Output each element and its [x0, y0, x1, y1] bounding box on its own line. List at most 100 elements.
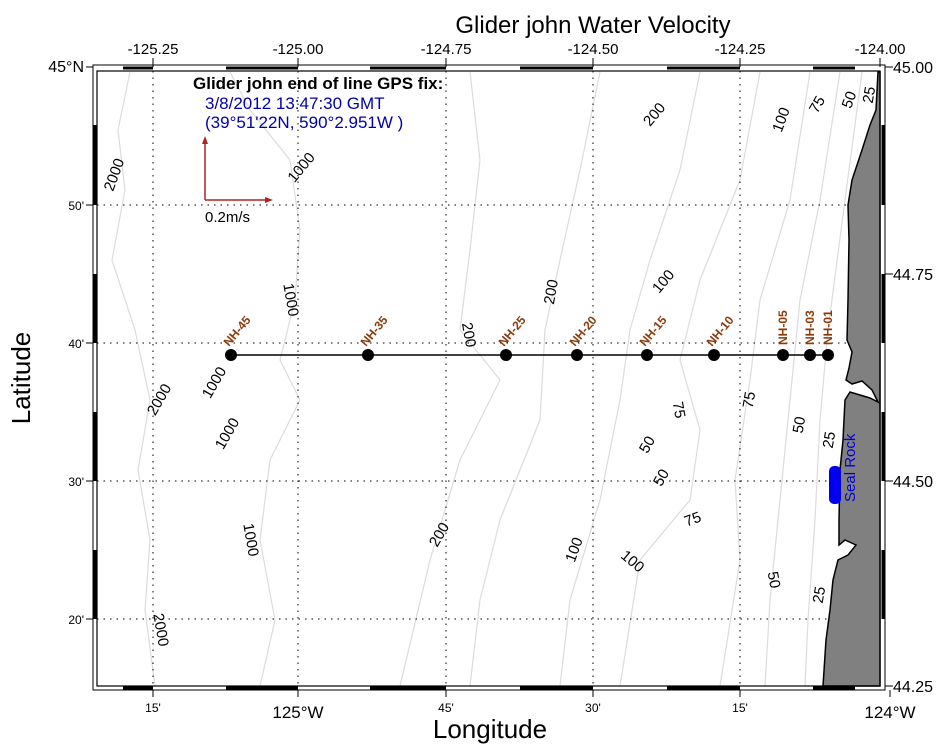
contour-label: 50	[636, 433, 659, 456]
station-marker	[641, 349, 653, 361]
station-marker	[500, 349, 512, 361]
contour-label: 1000	[212, 415, 243, 452]
contour-label: 100	[649, 267, 678, 297]
station-label: NH-03	[803, 310, 817, 345]
contour-label: 2000	[144, 381, 175, 418]
right-tick-label: 44.50	[893, 474, 933, 491]
bottom-tick-label: 125°W	[272, 703, 323, 722]
contour-label: 75	[669, 400, 689, 419]
gps-fix-heading: Glider john end of line GPS fix:	[193, 74, 443, 93]
bathymetry-contours	[111, 71, 863, 687]
inner-frame	[96, 70, 881, 687]
contour-label: 1000	[199, 364, 230, 401]
gps-fix-annotation: Glider john end of line GPS fix: 3/8/201…	[193, 74, 443, 132]
station-label: NH-25	[496, 313, 529, 349]
left-tick-label: 40'	[68, 337, 84, 351]
contour-labels: 2000 1000 1000 200 200 100 75 75 50 50 75 100 100 200…	[101, 85, 879, 648]
contour-label: 25	[810, 585, 830, 604]
right-tick-label: 44.75	[893, 267, 933, 284]
stations: NH-45 NH-35 NH-25 NH-20 NH-15 NH-10 NH-05 NH-03…	[221, 310, 835, 361]
contour-label: 2000	[101, 156, 128, 193]
contour-label: 1000	[239, 522, 262, 558]
bottom-tick-label: 30'	[585, 701, 601, 715]
outer-frame	[92, 64, 886, 691]
station-marker	[362, 349, 374, 361]
contour-label: 25	[860, 85, 880, 104]
contour-label: 1000	[279, 282, 302, 318]
top-tick-label: -125.25	[128, 41, 179, 58]
station-marker	[804, 349, 816, 361]
depth-contour	[764, 71, 841, 687]
contour-label: 75	[682, 509, 703, 531]
contour-label: 50	[790, 415, 810, 434]
station-marker	[822, 349, 834, 361]
left-tick-label: 50'	[68, 199, 84, 213]
contour-label: 200	[426, 520, 453, 550]
left-tick-label: 45°N	[48, 59, 84, 76]
axis-ticks: -125.25 -125.00 -124.75 -124.50 -124.25 -124.…	[48, 41, 933, 722]
contour-label: 200	[458, 321, 479, 349]
station-marker	[708, 349, 720, 361]
top-tick-label: -124.50	[568, 41, 619, 58]
left-tick-label: 20'	[68, 613, 84, 627]
velocity-scale-label: 0.2m/s	[205, 209, 250, 226]
bottom-tick-label: 45'	[438, 701, 454, 715]
contour-label: 75	[740, 390, 760, 409]
map-frame	[92, 64, 886, 691]
station-marker	[225, 349, 237, 361]
velocity-scale: 0.2m/s	[202, 136, 273, 226]
station-marker	[571, 349, 583, 361]
top-tick-label: -124.00	[855, 41, 906, 58]
arrowhead-up-icon	[202, 136, 208, 144]
y-axis-label: Latitude	[6, 332, 36, 425]
seal-rock-label: Seal Rock	[842, 433, 859, 502]
station-label: NH-10	[704, 313, 737, 349]
contour-label: 100	[562, 535, 587, 564]
station-label: NH-45	[221, 313, 254, 349]
gps-fix-time: 3/8/2012 13:47:30 GMT	[205, 94, 385, 113]
contour-label: 25	[820, 430, 840, 449]
depth-contour	[469, 71, 601, 687]
x-axis-label: Longitude	[433, 714, 547, 744]
bottom-tick-label: 15'	[732, 701, 748, 715]
station-label: NH-20	[567, 313, 600, 349]
gps-fix-position: (39°51'22N, 590°2.951W )	[205, 113, 403, 132]
contour-label: 1000	[284, 149, 318, 185]
depth-contour	[399, 71, 501, 687]
contour-label: 200	[541, 278, 562, 306]
contour-label: 75	[806, 93, 829, 116]
left-tick-label: 30'	[68, 475, 84, 489]
graticule	[97, 71, 880, 686]
station-marker	[777, 349, 789, 361]
bottom-tick-label: 124°W	[864, 703, 915, 722]
contour-label: 100	[617, 547, 647, 576]
seal-rock-marker: Seal Rock	[829, 433, 859, 504]
station-label: NH-35	[358, 313, 391, 349]
contour-label: 50	[650, 466, 673, 489]
depth-contour	[719, 71, 811, 687]
land-mass	[822, 71, 881, 687]
right-tick-label: 45.00	[893, 60, 933, 77]
station-label: NH-15	[637, 313, 670, 349]
contour-label: 50	[764, 570, 784, 589]
top-tick-label: -124.75	[421, 41, 472, 58]
station-label: NH-01	[821, 310, 835, 345]
right-tick-label: 44.25	[893, 679, 933, 696]
station-label: NH-05	[776, 310, 790, 345]
depth-contour	[804, 71, 863, 687]
arrowhead-right-icon	[265, 197, 273, 203]
contour-label: 100	[769, 105, 794, 134]
contour-label: 50	[839, 89, 861, 110]
top-tick-label: -125.00	[273, 41, 324, 58]
seal-rock-track	[829, 466, 841, 504]
top-tick-label: -124.25	[715, 41, 766, 58]
depth-contour	[111, 71, 156, 687]
depth-contour	[619, 71, 761, 687]
depth-contour	[559, 71, 701, 687]
bottom-tick-label: 15'	[145, 701, 161, 715]
depth-contour	[229, 71, 301, 687]
contour-label: 2000	[149, 612, 172, 648]
map-title: Glider john Water Velocity	[455, 12, 730, 39]
contour-label: 200	[640, 100, 669, 130]
